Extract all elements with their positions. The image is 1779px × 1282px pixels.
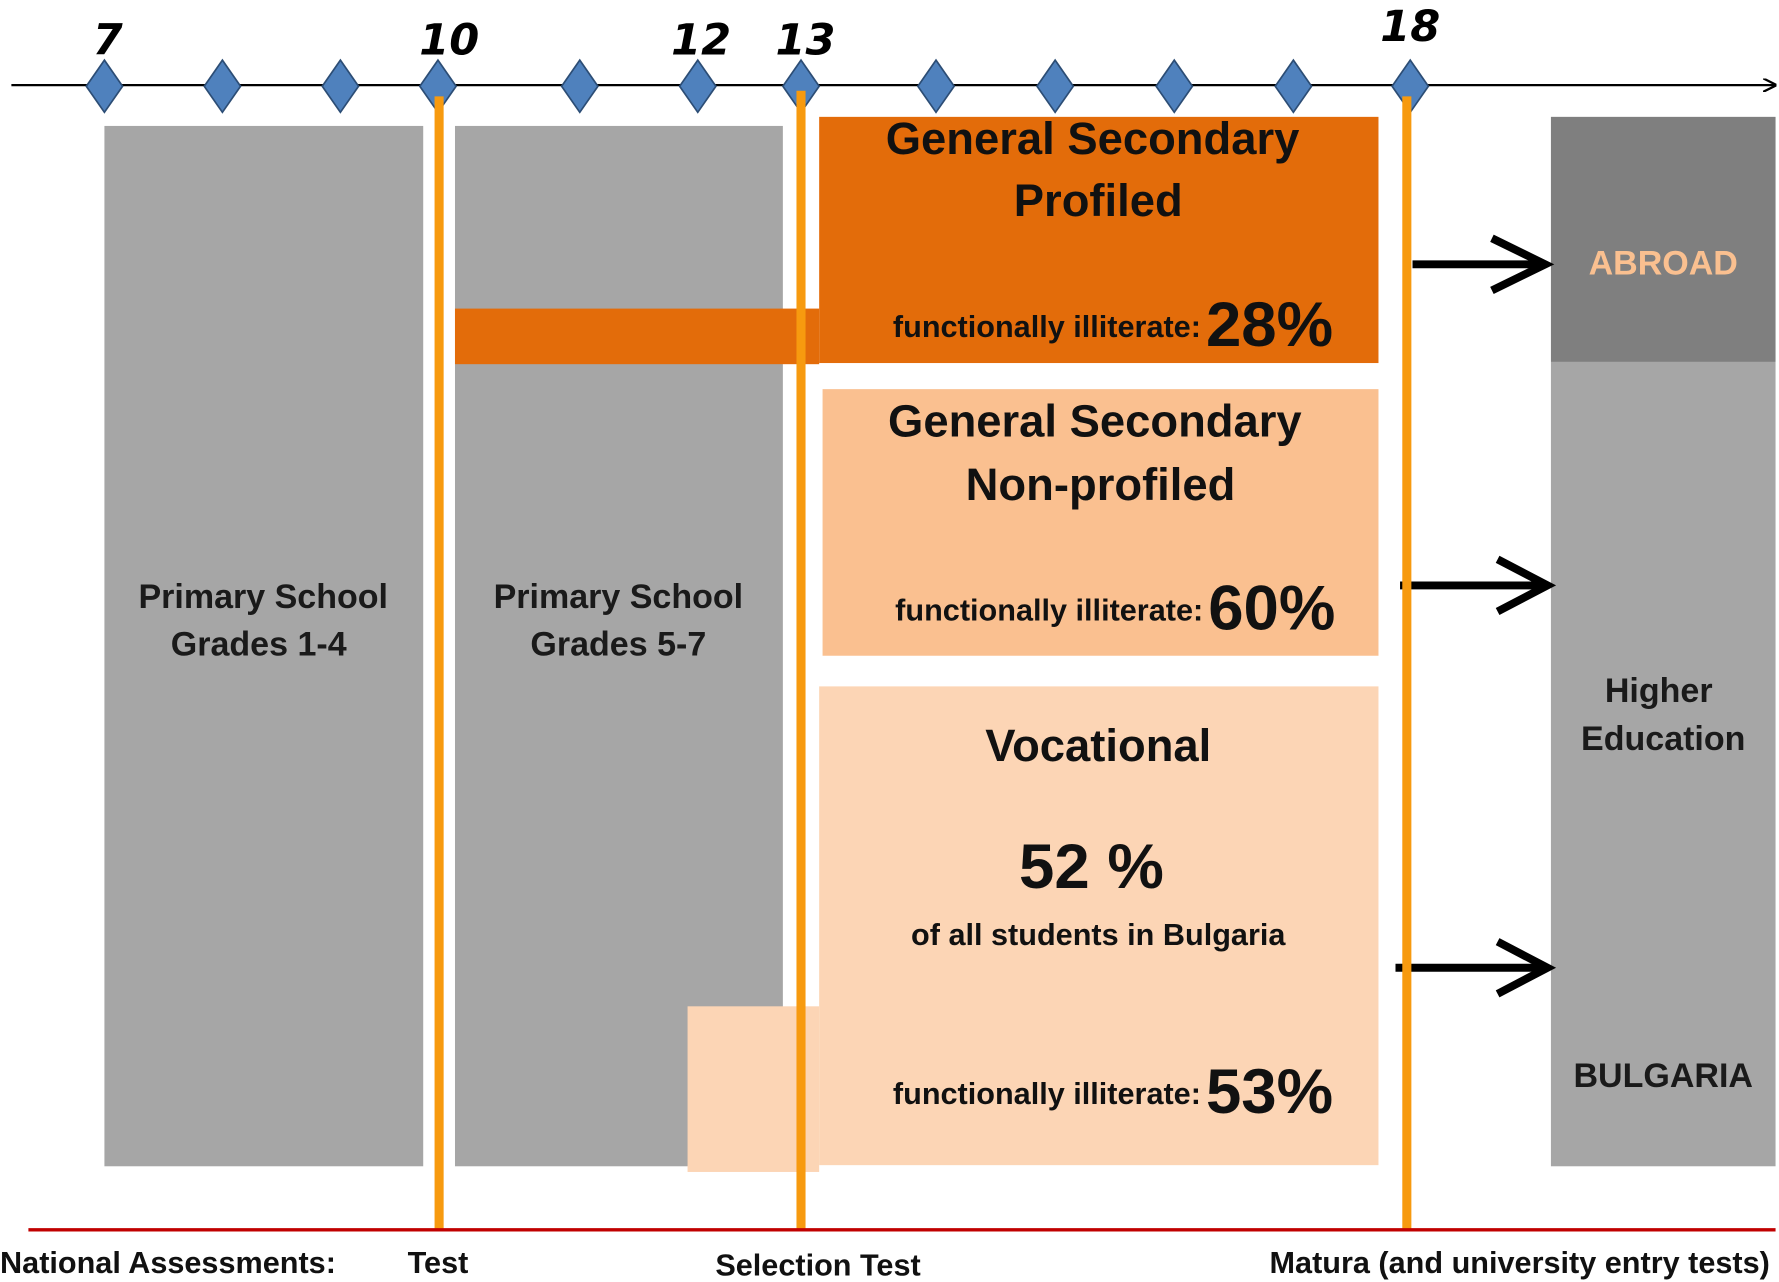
box-label: Grades 5-7 [530,626,706,664]
arrow-head [1490,234,1555,295]
note: functionally illiterate: [895,594,1203,628]
box-label: Primary School [138,578,388,616]
share: 52 % [1019,831,1164,902]
box-title: Profiled [1014,175,1183,226]
age-label: 12 [671,16,731,66]
timeline-diamond [203,58,242,114]
percent: 28% [1206,289,1333,360]
age-label: 7 [93,16,123,66]
timeline-diamond [1035,58,1075,114]
profiled-box [819,116,1379,364]
box-title: General Secondary [886,113,1300,164]
assessment: Selection Test [715,1248,920,1282]
arrow-head [1495,555,1557,616]
arrows [1395,234,1557,998]
timeline-diamond [85,58,124,114]
illiteracy-line: functionally illiterate: 28% [893,289,1333,360]
box-title: General Secondary [888,395,1302,446]
abroad-box [1550,116,1776,362]
assessments-label: National Assessments: [0,1246,336,1280]
assessment-lines [434,90,1412,1230]
box-title: Non-profiled [966,459,1236,510]
higher-label: Education [1581,720,1745,758]
timeline-diamond [560,58,599,114]
percent: 60% [1208,572,1335,643]
non-profiled-box [822,389,1379,656]
share-note: of all students in Bulgaria [911,918,1286,952]
bulgaria-box [1550,361,1776,1167]
abroad-label: ABROAD [1589,244,1738,282]
arrow-head [1495,938,1557,998]
percent: 53% [1206,1056,1333,1127]
bulgaria-label: BULGARIA [1573,1057,1753,1095]
age-label: 10 [419,16,479,66]
box-label: Primary School [494,578,744,616]
illiteracy-line: functionally illiterate: 53% [893,1056,1333,1127]
assessment: Test [408,1246,469,1280]
primary-box [104,125,424,1167]
age-label: 18 [1380,2,1440,52]
vocational-box [819,686,1379,1166]
note: functionally illiterate: [893,1077,1201,1111]
illiteracy-line: functionally illiterate: 60% [895,572,1335,643]
assessment: Matura (and university entry tests) [1270,1246,1770,1280]
higher-label: Higher [1605,672,1713,710]
box-title: Vocational [985,720,1211,771]
timeline-diamond [916,58,956,114]
timeline-diamond [678,58,717,114]
profiled-strip [454,308,820,365]
box-label: Grades 1-4 [171,626,347,664]
primary-box [454,125,783,1167]
timeline-diamond [321,58,360,114]
age-label: 13 [776,16,836,66]
timeline-diamond [1155,58,1194,114]
note: functionally illiterate: [893,310,1201,344]
timeline-diamond [1274,58,1313,114]
